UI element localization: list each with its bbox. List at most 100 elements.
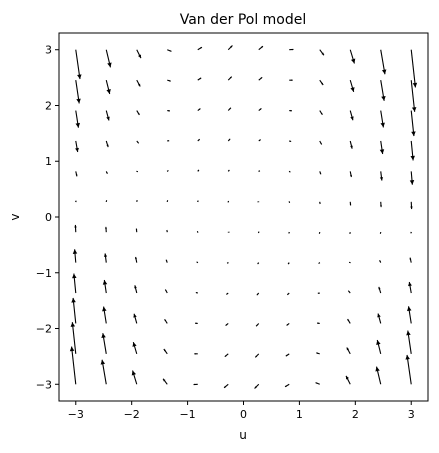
quiver-arrow <box>289 140 292 143</box>
quiver-arrow <box>318 232 321 234</box>
quiver-arrow <box>197 138 201 142</box>
quiver-arrow <box>136 200 138 202</box>
quiver-arrow <box>136 79 141 87</box>
quiver-arrow <box>227 138 231 142</box>
quiver-arrow <box>408 281 412 294</box>
quiver-arrow <box>286 323 290 326</box>
quiver-arrow <box>319 49 325 56</box>
quiver-arrow <box>405 354 412 385</box>
quiver-arrow <box>223 383 229 389</box>
quiver-arrow <box>380 201 382 208</box>
x-tick-label: −3 <box>68 408 84 421</box>
quiver-arrow <box>226 292 229 295</box>
quiver-arrow <box>105 171 108 174</box>
quiver-arrow <box>225 323 229 326</box>
quiver-arrow <box>257 200 260 203</box>
quiver-arrow <box>136 170 139 173</box>
quiver-arrow <box>349 110 354 121</box>
quiver-arrow <box>162 378 168 385</box>
quiver-arrow <box>197 46 203 51</box>
quiver-arrow <box>166 170 169 172</box>
quiver-arrow <box>75 171 78 177</box>
quiver-arrow <box>74 200 77 203</box>
quiver-arrow <box>105 110 110 121</box>
quiver-arrow <box>101 333 107 354</box>
y-tick-label: 0 <box>45 211 52 224</box>
quiver-arrow <box>379 232 382 234</box>
y-axis-label: v <box>8 213 22 220</box>
quiver-arrow <box>349 49 356 64</box>
quiver-arrow <box>72 249 78 263</box>
quiver-arrow <box>75 80 81 104</box>
quiver-arrow <box>319 79 324 86</box>
quiver-arrow <box>71 297 77 324</box>
quiver-arrow <box>102 279 108 294</box>
quiver-arrow <box>407 306 412 324</box>
x-tick-label: −1 <box>179 408 195 421</box>
quiver-arrow <box>319 140 323 145</box>
quiver-arrow <box>379 260 382 263</box>
quiver-arrow <box>410 231 413 234</box>
quiver-arrow <box>105 226 107 233</box>
quiver-arrow <box>348 261 351 264</box>
quiver-arrow <box>163 348 168 355</box>
quiver-arrow <box>347 290 351 294</box>
quiver-arrow <box>286 292 290 296</box>
quiver-arrow <box>380 80 386 101</box>
quiver-arrow <box>349 201 352 206</box>
quiver-arrow <box>379 140 385 155</box>
quiver-arrow <box>377 313 382 324</box>
quiver-arrow <box>165 259 168 263</box>
quiver-arrow <box>227 107 232 111</box>
quiver-arrow <box>102 306 107 324</box>
quiver-arrow <box>136 49 142 59</box>
quiver-arrow <box>258 108 262 111</box>
quiver-arrow <box>75 110 80 128</box>
quiver-arrow <box>103 253 108 263</box>
quiver-arrow <box>258 139 261 142</box>
quiver-arrow <box>227 76 233 81</box>
y-tick-label: 2 <box>45 99 52 112</box>
quiver-arrow <box>410 49 418 88</box>
quiver-arrow <box>164 289 168 294</box>
quiver-arrow <box>167 49 172 52</box>
quiver-arrow <box>227 231 230 234</box>
quiver-arrow <box>167 140 170 142</box>
y-tick-label: −1 <box>36 267 52 280</box>
quiver-arrow <box>289 79 293 81</box>
quiver-arrow <box>70 322 77 354</box>
quiver-arrow <box>349 232 351 234</box>
quiver-arrow <box>316 352 320 355</box>
quiver-arrow <box>376 339 382 354</box>
quiver-arrow <box>135 228 138 233</box>
quiver-arrow <box>195 322 198 325</box>
quiver-arrow <box>131 370 138 385</box>
quiver-arrow <box>258 76 263 81</box>
quiver-arrow <box>375 366 382 385</box>
y-tick-label: 3 <box>45 44 52 57</box>
quiver-arrow <box>227 169 230 172</box>
quiver-arrow <box>258 45 264 51</box>
quiver-arrow <box>410 140 415 161</box>
chart-title: Van der Pol model <box>180 12 307 28</box>
quiver-arrow <box>136 110 140 116</box>
y-tick-label: 1 <box>45 155 52 168</box>
quiver-arrow <box>196 261 199 264</box>
quiver-arrow <box>349 140 353 149</box>
quiver-arrow <box>346 347 351 355</box>
quiver-arrow <box>105 140 109 148</box>
quiver-arrow <box>167 79 171 82</box>
quiver-arrow <box>72 273 77 294</box>
quiver-arrow <box>409 257 412 263</box>
quiver-arrow <box>315 382 320 385</box>
x-tick-label: −2 <box>124 408 140 421</box>
quiver-arrow <box>285 353 290 357</box>
quiver-arrow <box>227 45 233 51</box>
quiver-arrow <box>319 201 321 205</box>
quiver-arrow <box>319 110 323 116</box>
quiver-arrow <box>196 230 199 233</box>
quiver-arrow <box>197 108 201 111</box>
quiver-arrow <box>226 261 229 264</box>
quiver-arrow <box>410 80 417 112</box>
quiver-arrow <box>257 231 260 234</box>
